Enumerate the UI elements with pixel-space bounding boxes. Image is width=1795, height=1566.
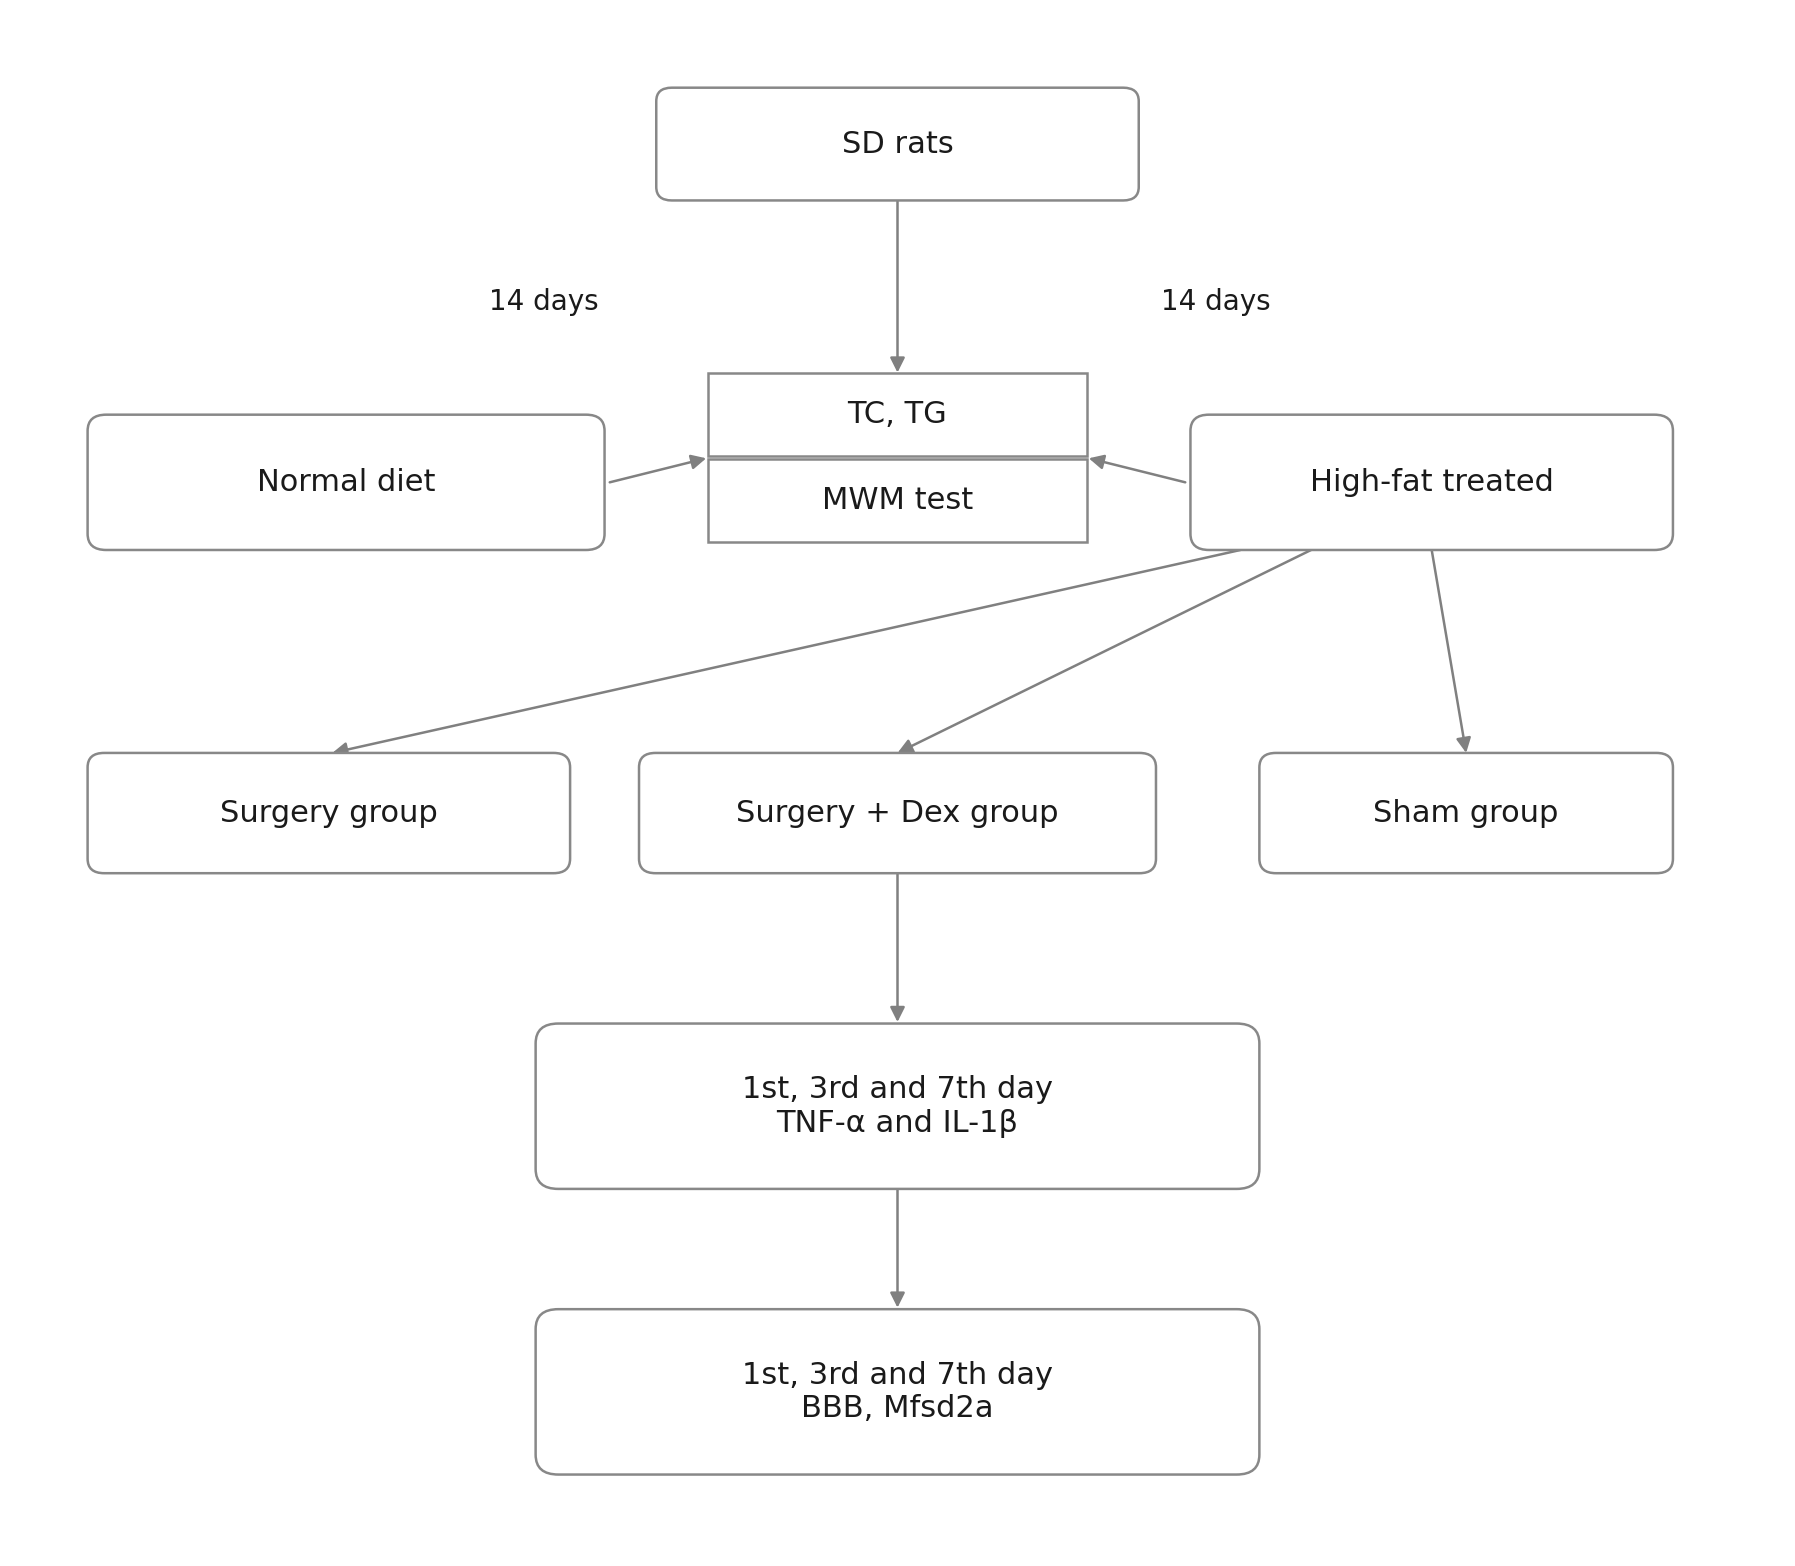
FancyBboxPatch shape [1190,415,1673,550]
FancyBboxPatch shape [88,415,605,550]
FancyBboxPatch shape [639,753,1156,874]
Text: High-fat treated: High-fat treated [1310,468,1554,496]
FancyBboxPatch shape [1260,753,1673,874]
FancyBboxPatch shape [535,1024,1260,1189]
Text: SD rats: SD rats [842,130,953,158]
FancyBboxPatch shape [707,459,1088,542]
Text: TC, TG: TC, TG [847,401,948,429]
Text: MWM test: MWM test [822,485,973,515]
Text: 1st, 3rd and 7th day
BBB, Mfsd2a: 1st, 3rd and 7th day BBB, Mfsd2a [741,1361,1054,1423]
Text: 14 days: 14 days [490,288,600,316]
FancyBboxPatch shape [88,753,571,874]
Text: 1st, 3rd and 7th day
TNF-α and IL-1β: 1st, 3rd and 7th day TNF-α and IL-1β [741,1074,1054,1137]
Text: Normal diet: Normal diet [257,468,436,496]
FancyBboxPatch shape [535,1309,1260,1475]
Text: Surgery + Dex group: Surgery + Dex group [736,799,1059,827]
Text: Sham group: Sham group [1373,799,1558,827]
Text: Surgery group: Surgery group [221,799,438,827]
FancyBboxPatch shape [657,88,1138,200]
FancyBboxPatch shape [707,373,1088,456]
Text: 14 days: 14 days [1161,288,1271,316]
